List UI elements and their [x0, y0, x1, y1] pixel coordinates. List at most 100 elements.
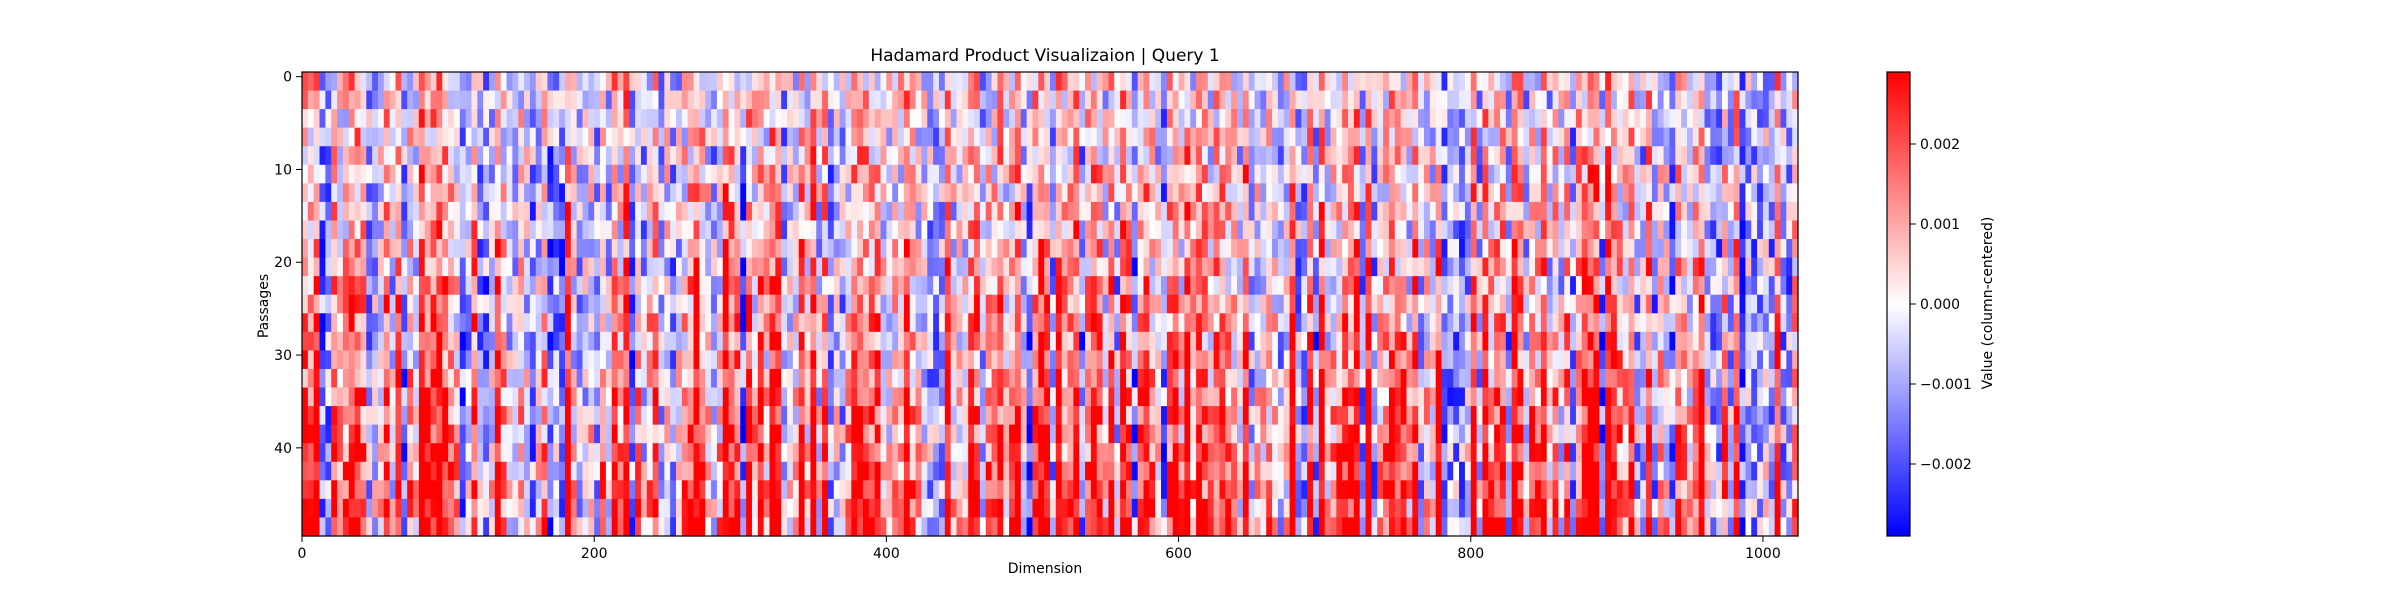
heatmap-cell [670, 313, 677, 333]
heatmap-cell [1733, 294, 1741, 314]
heatmap-cell [1786, 387, 1793, 407]
heatmap-cell [1505, 90, 1513, 110]
heatmap-cell [1085, 350, 1092, 370]
heatmap-cell [1020, 220, 1028, 240]
heatmap-cell [325, 331, 332, 351]
heatmap-cell [325, 257, 332, 277]
heatmap-cell [1453, 368, 1460, 389]
heatmap-cell [1324, 127, 1332, 147]
heatmap-cell [769, 406, 776, 426]
heatmap-cell [670, 220, 677, 240]
heatmap-cell [570, 183, 578, 203]
heatmap-cell [1225, 368, 1232, 389]
heatmap-cell [372, 164, 379, 184]
heatmap-cell [880, 368, 887, 389]
heatmap-cell [1254, 183, 1261, 203]
heatmap-cell [1546, 257, 1554, 277]
heatmap-cell [1020, 387, 1028, 407]
heatmap-cell [1523, 331, 1530, 351]
heatmap-cell [401, 294, 408, 314]
heatmap-cell [582, 350, 589, 370]
heatmap-cell [903, 406, 911, 426]
heatmap-cell [1757, 313, 1764, 333]
heatmap-cell [1780, 368, 1787, 389]
heatmap-cell [483, 313, 490, 333]
heatmap-cell [1751, 109, 1758, 129]
heatmap-cell [1792, 368, 1799, 389]
heatmap-cell [728, 424, 736, 444]
heatmap-cell [1757, 201, 1764, 222]
heatmap-cell [1657, 368, 1665, 389]
heatmap-cell [377, 331, 385, 351]
heatmap-cell [1312, 387, 1320, 407]
heatmap-cell [1675, 406, 1682, 426]
heatmap-cell [927, 313, 934, 333]
heatmap-cell [1131, 350, 1139, 370]
heatmap-cell [985, 424, 993, 444]
heatmap-cell [816, 109, 823, 129]
heatmap-cell [1085, 72, 1092, 92]
heatmap-cell [576, 313, 584, 333]
heatmap-cell [395, 239, 402, 259]
heatmap-cell [1675, 201, 1682, 222]
heatmap-cell [1289, 220, 1297, 240]
heatmap-cell [1733, 257, 1741, 277]
heatmap-cell [1435, 294, 1443, 314]
heatmap-cell [1651, 146, 1659, 166]
heatmap-cell [693, 183, 700, 203]
heatmap-cell [1096, 72, 1104, 92]
heatmap-cell [664, 220, 671, 240]
heatmap-cell [1190, 257, 1197, 277]
heatmap-cell [1207, 257, 1215, 277]
heatmap-cell [681, 257, 689, 277]
heatmap-cell [453, 406, 461, 426]
heatmap-cell [997, 406, 1004, 426]
heatmap-cell [1681, 201, 1688, 222]
heatmap-cell [494, 146, 502, 166]
heatmap-cell [430, 146, 437, 166]
heatmap-cell [1704, 164, 1711, 184]
heatmap-cell [1365, 350, 1372, 370]
heatmap-cell [863, 201, 870, 222]
heatmap-cell [337, 350, 344, 370]
heatmap-cell [477, 201, 484, 222]
heatmap-cell [605, 257, 613, 277]
heatmap-cell [1050, 164, 1057, 184]
heatmap-cell [1675, 164, 1682, 184]
heatmap-cell [851, 164, 858, 184]
heatmap-cell [781, 146, 788, 166]
heatmap-cell [1289, 331, 1297, 351]
heatmap-cell [629, 424, 636, 444]
heatmap-cell [1172, 276, 1180, 296]
heatmap-cell [956, 350, 963, 370]
heatmap-cell [1073, 109, 1080, 129]
heatmap-cell [1605, 276, 1612, 296]
heatmap-cell [1488, 90, 1495, 110]
heatmap-cell [1394, 220, 1402, 240]
heatmap-cell [728, 239, 736, 259]
heatmap-cell [974, 220, 981, 240]
heatmap-cell [313, 313, 321, 333]
heatmap-cell [787, 239, 794, 259]
heatmap-cell [413, 201, 420, 222]
heatmap-cell [1178, 183, 1185, 203]
heatmap-cell [1055, 183, 1063, 203]
heatmap-cell [407, 146, 414, 166]
heatmap-cell [553, 201, 560, 222]
heatmap-cell [1640, 239, 1647, 259]
heatmap-cell [1751, 294, 1758, 314]
heatmap-cell [1108, 109, 1115, 129]
heatmap-cell [1634, 127, 1641, 147]
heatmap-cell [600, 387, 607, 407]
heatmap-cell [1225, 201, 1232, 222]
heatmap-cell [337, 146, 344, 166]
heatmap-cell [1020, 109, 1028, 129]
heatmap-cell [997, 146, 1004, 166]
heatmap-cell [1611, 406, 1618, 426]
heatmap-cell [1564, 313, 1571, 333]
heatmap-cell [1307, 146, 1314, 166]
heatmap-cell [915, 127, 923, 147]
heatmap-cell [1312, 257, 1320, 277]
heatmap-cell [1505, 109, 1513, 129]
heatmap-cell [915, 164, 923, 184]
